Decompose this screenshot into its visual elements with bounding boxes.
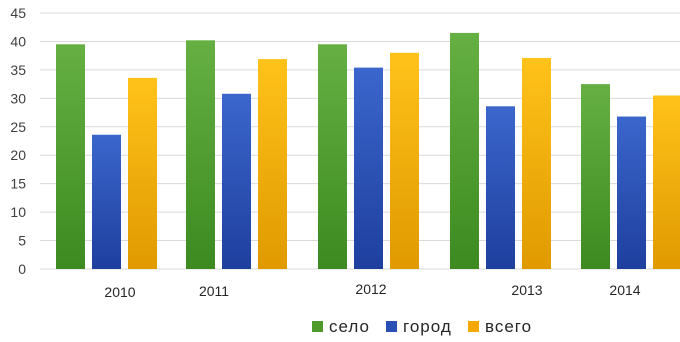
bar-город-2010 — [92, 134, 121, 269]
y-tick-label: 5 — [18, 233, 26, 249]
y-tick-label: 35 — [10, 62, 26, 78]
y-tick-label: 45 — [10, 5, 26, 21]
legend-label: всего — [485, 317, 532, 336]
y-axis-ticks: 0 5 10 15 20 25 30 35 40 45 — [10, 5, 26, 277]
legend: село город всего — [312, 317, 532, 336]
bar-всего-2011 — [258, 59, 287, 269]
y-tick-label: 20 — [10, 147, 26, 163]
bar-город-2014 — [617, 116, 646, 269]
bar-город-2011 — [222, 93, 251, 269]
bar-всего-2010 — [128, 77, 157, 269]
bar-село-2012 — [318, 44, 347, 270]
x-tick-label: 2013 — [511, 282, 542, 298]
y-tick-label: 15 — [10, 176, 26, 192]
bar-всего-2014 — [653, 95, 680, 269]
legend-label: город — [403, 317, 452, 336]
bar-село-2014 — [581, 84, 610, 269]
legend-swatch — [386, 321, 397, 332]
x-axis-labels: 2010 2011 2012 2013 2014 — [104, 281, 640, 300]
x-tick-label: 2014 — [609, 282, 640, 298]
x-tick-label: 2011 — [199, 283, 229, 299]
legend-swatch — [312, 321, 323, 332]
legend-label: село — [329, 317, 370, 336]
y-tick-label: 40 — [10, 33, 26, 49]
bar-село-2011 — [186, 40, 215, 269]
legend-swatch — [468, 321, 479, 332]
bar-всего-2012 — [390, 52, 419, 270]
y-tick-label: 25 — [10, 119, 26, 135]
y-tick-label: 30 — [10, 90, 26, 106]
bar-село-2013 — [450, 32, 479, 270]
bar-город-2013 — [486, 106, 515, 269]
bar-село-2010 — [56, 44, 85, 270]
x-tick-label: 2012 — [355, 281, 386, 297]
bars — [56, 32, 680, 270]
x-tick-label: 2010 — [104, 284, 135, 300]
bar-город-2012 — [354, 67, 383, 269]
y-tick-label: 0 — [18, 261, 26, 277]
bar-всего-2013 — [522, 57, 551, 269]
y-tick-label: 10 — [10, 204, 26, 220]
